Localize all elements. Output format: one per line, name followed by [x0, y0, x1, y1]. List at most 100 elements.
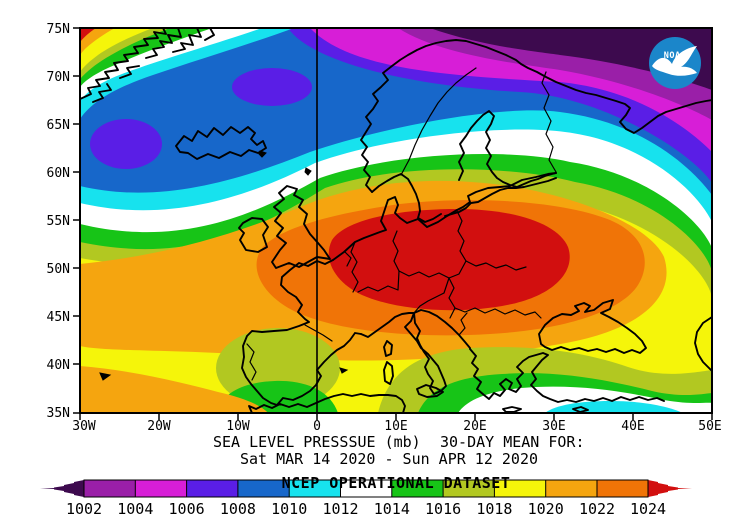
band-red-nw-corner: [80, 28, 96, 42]
lat-label: 40N: [47, 358, 70, 373]
band-1020-nw: [80, 28, 115, 56]
border-poland-east: [456, 210, 467, 262]
band-1018-nw: [80, 28, 153, 72]
coastline-black-sea: [538, 299, 647, 354]
coastline-gulf-of-finland-estonia: [444, 177, 557, 217]
coastline-greenland-fjords: [119, 65, 140, 79]
lon-label: 20E: [463, 419, 486, 434]
colorbar-label: 1012: [322, 500, 358, 518]
colorbar-segment: [84, 480, 136, 497]
colorbar-segment: [289, 480, 341, 497]
contour-field: [80, 28, 712, 413]
colorbar-label: 1018: [476, 500, 512, 518]
border-ukraine-west: [465, 260, 527, 271]
lon-label: 10W: [226, 419, 250, 434]
coastline-greenland-fjords: [145, 28, 182, 59]
coastline-caspian: [694, 316, 712, 372]
balearic-islands: [339, 367, 349, 374]
colorbar-arrow-high: [648, 480, 692, 497]
coastline-bothnia-finland: [458, 110, 557, 188]
lat-label: 50N: [47, 262, 70, 277]
coastline-greece-aegean-turkey: [469, 348, 665, 403]
colorbar-label: 1014: [374, 500, 410, 518]
lon-label: 40E: [621, 419, 644, 434]
colorbar-label: 1004: [117, 500, 153, 518]
axis-ticks: [73, 27, 713, 420]
coastline-ireland: [238, 217, 269, 253]
country-borders: [246, 67, 557, 381]
band-1006-pocket-shetland: [232, 68, 312, 106]
colorbar-label: 1016: [425, 500, 461, 518]
coastline-scandinavia-west: [360, 39, 712, 193]
colorbar-arrow-low: [40, 480, 84, 497]
lat-label: 60N: [47, 166, 70, 181]
lat-label: 45N: [47, 310, 70, 325]
border-benelux: [344, 251, 352, 267]
coastline-sardinia: [383, 361, 394, 385]
colorbar-label: 1002: [66, 500, 102, 518]
colorbar-segment: [237, 480, 290, 497]
coastline-adriatic-balkans: [413, 309, 471, 349]
faroe-islands: [258, 150, 267, 158]
noaa-logo-text: NOAA: [664, 51, 686, 61]
band-1020-sw-corner: [80, 366, 268, 413]
border-germany-poland: [392, 230, 400, 272]
lat-label: 70N: [47, 70, 70, 85]
colorbar: NCEP OPERATIONAL DATASET 1002 1004 1006 …: [40, 474, 692, 518]
coastline-iceland: [175, 126, 267, 160]
colorbar-separators: [134, 480, 598, 497]
shetland-islands: [304, 167, 312, 176]
noaa-seagull-icon: [652, 46, 697, 76]
colorbar-outline: [83, 479, 649, 498]
border-germany-west: [350, 241, 359, 293]
lat-label: 65N: [47, 118, 70, 133]
coastline-great-britain: [271, 185, 331, 269]
border-romania-bulgaria: [454, 307, 542, 319]
border-portugal: [246, 343, 257, 381]
title-date-range: Sat MAR 14 2020 - Sun APR 12 2020: [240, 450, 538, 468]
coastline-scandinavia-south: [371, 173, 442, 223]
coastline-greenland-fjords: [172, 28, 202, 53]
lat-label: 55N: [47, 214, 70, 229]
colorbar-segment: [545, 480, 597, 497]
border-alps-austria: [413, 277, 450, 314]
lon-label: 10E: [384, 419, 407, 434]
coastlines: [80, 28, 712, 413]
band-over1024-core: [328, 208, 570, 311]
noaa-logo: NOAA: [649, 37, 701, 89]
colorbar-label: 1010: [271, 500, 307, 518]
coastline-crete: [502, 406, 522, 413]
atlantic-island: [99, 372, 112, 381]
band-1006-pocket-iceland: [90, 119, 162, 169]
colorbar-segment: [135, 480, 187, 497]
colorbar-segment: [494, 480, 546, 497]
lon-label: 50E: [698, 419, 721, 434]
colorbar-labels: 1002 1004 1006 1008 1010 1012 1014 1016 …: [66, 500, 666, 518]
border-norway-sweden: [400, 67, 477, 176]
title-variable: SEA LEVEL PRESSSUE (mb): [213, 433, 421, 451]
lat-label: 75N: [47, 22, 70, 37]
colorbar-label: 1020: [528, 500, 564, 518]
coastline-sicily: [416, 384, 444, 398]
lon-label: 0: [313, 419, 321, 434]
lon-label: 30W: [72, 419, 96, 434]
colorbar-label: 1022: [579, 500, 615, 518]
coastline-greenland: [80, 28, 167, 100]
border-hungary-romania: [448, 277, 456, 319]
border-finland-russia: [541, 71, 557, 173]
chart-titles: SEA LEVEL PRESSSUE (mb) 30-DAY MEAN FOR:…: [213, 433, 585, 468]
lat-axis-labels: 75N 70N 65N 60N 55N 50N 45N 40N 35N: [47, 22, 70, 421]
lon-label: 30E: [542, 419, 565, 434]
border-balkans: [458, 312, 468, 336]
coastline-cyprus: [572, 406, 589, 413]
colorbar-label: 1006: [169, 500, 205, 518]
border-pyrenees: [304, 324, 333, 342]
colorbar-segment: [340, 480, 392, 497]
lat-label: 35N: [47, 406, 70, 421]
lon-axis-labels: 30W 20W 10W 0 10E 20E 30E 40E 50E: [72, 419, 721, 434]
band-1010-se: [545, 401, 683, 413]
colorbar-label: 1008: [220, 500, 256, 518]
colorbar-segment: [186, 480, 238, 497]
colorbar-label: 1024: [630, 500, 666, 518]
